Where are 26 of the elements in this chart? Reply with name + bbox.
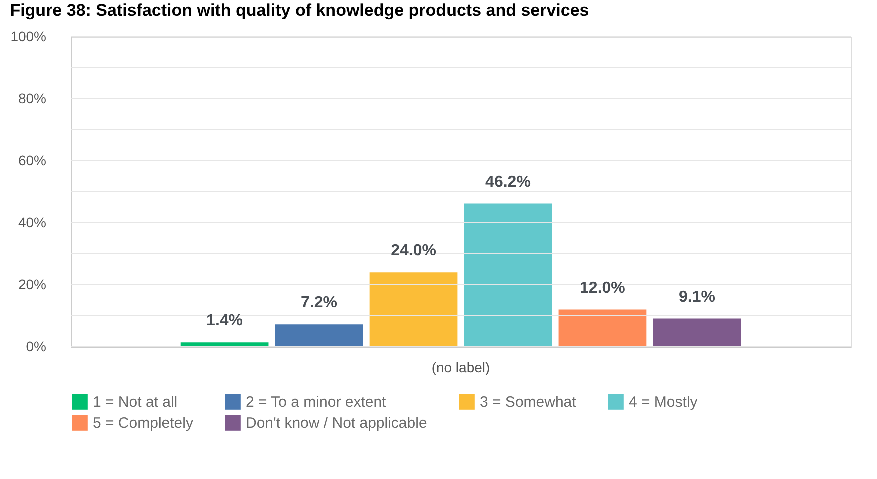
data-label: 9.1% [678,288,716,306]
y-tick-label: 100% [10,28,46,44]
chart-title: Figure 38: Satisfaction with quality of knowledge products and services [10,1,590,20]
bar [464,204,552,347]
y-tick-label: 0% [26,338,46,354]
y-tick-label: 40% [18,214,46,230]
y-tick-label: 20% [18,276,46,292]
y-tick-label: 80% [18,90,46,106]
data-label: 1.4% [206,312,244,330]
bar [653,318,742,347]
data-label: 12.0% [580,280,626,297]
bar [558,310,647,347]
y-tick-label: 60% [18,152,46,168]
bar [275,324,364,347]
legend-label: 2 = To a minor extent [246,394,388,411]
data-label: 46.2% [486,174,531,191]
legend-label: 5 = Completely [93,415,194,432]
data-label: 7.2% [301,294,338,312]
legend-label: 3 = Somewhat [480,394,578,411]
legend-label: 1 = Not at all [93,394,178,411]
data-label: 24.0% [391,242,436,260]
bar [370,272,458,347]
x-tick-label: (no label) [432,360,490,376]
bar [180,342,269,347]
legend-label: Don't know / Not applicable [246,415,428,432]
legend-label: 4 = Mostly [629,394,698,411]
